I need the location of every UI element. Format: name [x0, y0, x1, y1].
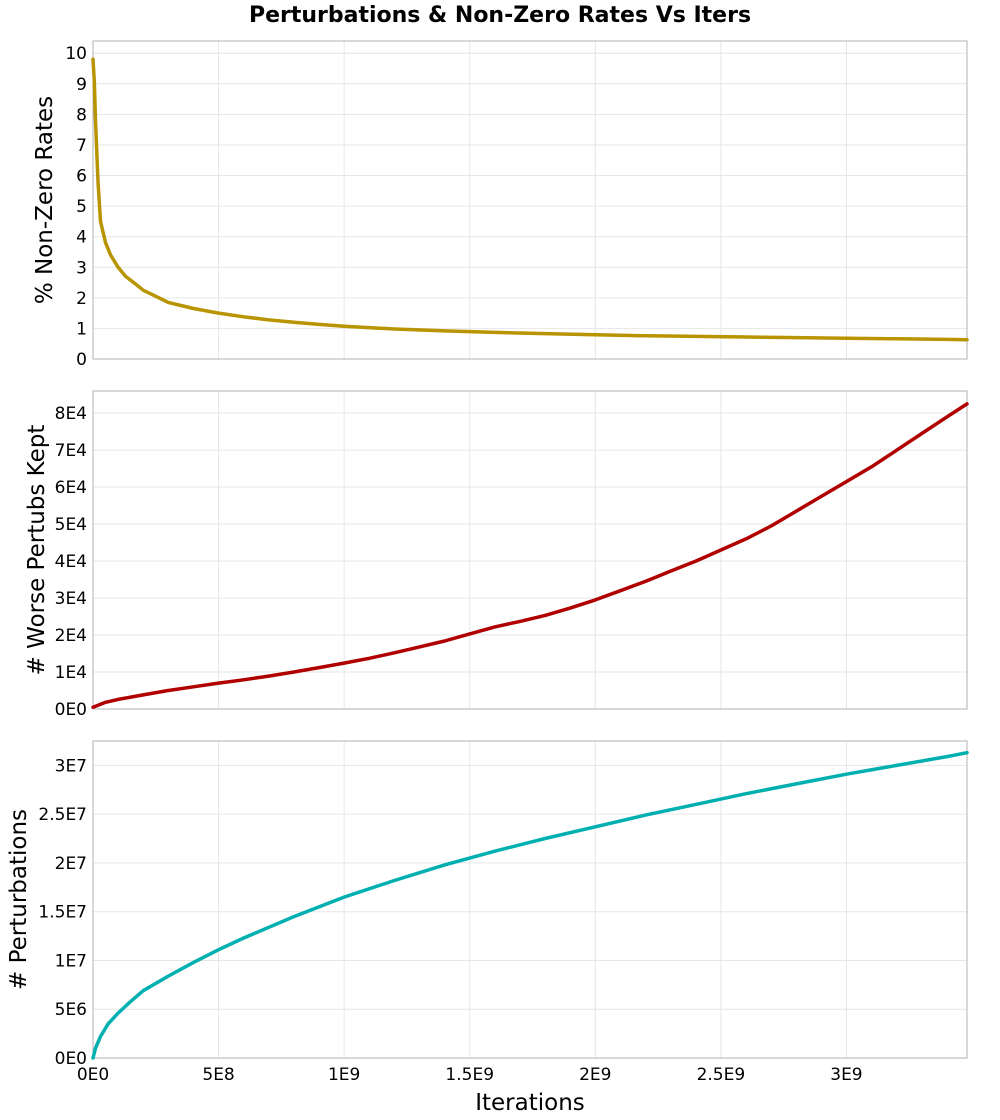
y-tick-label: 2E4: [55, 626, 87, 646]
y-tick-label: 0: [76, 350, 87, 370]
y-axis-label: % Non-Zero Rates: [32, 96, 58, 304]
y-tick-label: 2: [76, 289, 87, 309]
y-tick-label: 3E7: [55, 756, 87, 776]
series-line: [91, 57, 969, 342]
y-tick-label: 0E0: [55, 700, 87, 720]
y-tick-label: 1E4: [55, 663, 87, 683]
y-tick-label: 0E0: [55, 1049, 87, 1069]
y-tick-label: 5: [76, 197, 87, 217]
y-tick-label: 9: [76, 75, 87, 95]
panel-3: 0E0 5E6 1E7 1.5E7 2E7 2.5E7 3E7 # Perturbations…: [6, 740, 969, 1085]
plot-frame: [92, 40, 968, 360]
series-line: [91, 750, 969, 1060]
x-tick-label: 2E9: [579, 1065, 611, 1085]
x-tick-label: 3E9: [830, 1065, 862, 1085]
y-tick-label: 1E7: [55, 951, 87, 971]
y-tick-label: 3E4: [55, 589, 87, 609]
series-line: [91, 402, 969, 709]
y-tick-label: 5E6: [55, 1000, 87, 1020]
y-tick-label: 7E4: [55, 441, 87, 461]
y-tick-label: 8E4: [55, 404, 87, 424]
y-tick-label: 4E4: [55, 552, 87, 572]
plot-frame: [92, 740, 968, 1059]
x-tick-label: 2.5E9: [697, 1065, 746, 1085]
y-axis-label: # Perturbations: [6, 809, 32, 990]
y-axis-label: # Worse Pertubs Kept: [24, 425, 50, 676]
panel-2: 0E0 1E4 2E4 3E4 4E4 5E4 6E4 7E4 8E4# Worse Pertu…: [24, 390, 969, 720]
y-tick-label: 1.5E7: [38, 903, 87, 923]
y-tick-label: 1: [76, 319, 87, 339]
y-tick-label: 2.5E7: [38, 805, 87, 825]
y-tick-label: 6: [76, 167, 87, 187]
x-axis-label: Iterations: [475, 1090, 585, 1116]
x-tick-label: 5E8: [202, 1065, 234, 1085]
y-tick-label: 8: [76, 105, 87, 125]
chart-title: Perturbations & Non-Zero Rates Vs Iters: [249, 3, 751, 28]
plot-frame: [92, 390, 968, 710]
y-tick-label: 4: [76, 228, 87, 248]
y-tick-label: 2E7: [55, 854, 87, 874]
y-tick-label: 7: [76, 136, 87, 156]
panels-layer: 0 1 2 3 4 5 6 7 8 9 10 % Non-Zero Rates 0E0 1E4 2E4 3E4…: [6, 40, 969, 1085]
y-tick-label: 10: [65, 44, 87, 64]
y-tick-label: 5E4: [55, 515, 87, 535]
x-tick-label: 0E0: [77, 1065, 109, 1085]
y-tick-label: 3: [76, 258, 87, 278]
y-tick-label: 6E4: [55, 478, 87, 498]
x-tick-label: 1E9: [328, 1065, 360, 1085]
panel-1: 0 1 2 3 4 5 6 7 8 9 10 % Non-Zero Rates: [32, 40, 969, 370]
x-tick-label: 1.5E9: [445, 1065, 494, 1085]
